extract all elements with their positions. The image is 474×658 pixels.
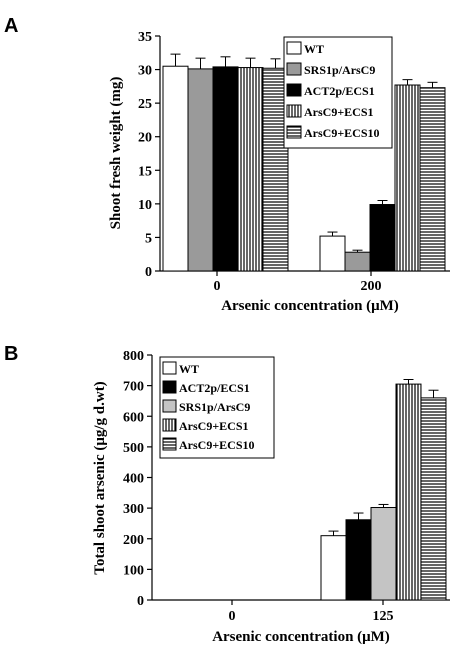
bars-b xyxy=(320,379,447,601)
legend-swatch xyxy=(286,41,302,55)
legend-label: WT xyxy=(304,42,324,56)
y-tick-label: 15 xyxy=(138,164,152,179)
bar xyxy=(319,235,346,272)
x-ticks-a: 0 200 xyxy=(214,271,382,294)
panel-letter-b: B xyxy=(4,343,18,365)
y-tick-label: 0 xyxy=(145,265,152,280)
legend-swatch xyxy=(286,62,302,76)
legend-swatch xyxy=(286,104,302,118)
y-axis-label-b: Total shoot arsenic (μg/g d.wt) xyxy=(92,381,108,574)
panel-b: B 0 100 200 300 400 500 600 700 800 0 125 WT ACT2p… xyxy=(4,343,450,645)
x-ticks-b: 0 125 xyxy=(229,600,394,624)
bar xyxy=(370,507,397,601)
y-tick-label: 35 xyxy=(138,30,152,45)
y-ticks-b: 0 100 200 300 400 500 600 700 800 xyxy=(123,349,152,609)
y-tick-label: 5 xyxy=(145,231,152,246)
legend-label: ArsC9+ECS10 xyxy=(304,126,380,140)
y-tick-label: 0 xyxy=(137,594,144,609)
y-tick-label: 100 xyxy=(123,563,144,578)
x-tick-label: 200 xyxy=(361,279,382,294)
y-tick-label: 30 xyxy=(138,64,152,79)
y-tick-label: 700 xyxy=(123,380,144,395)
panel-a: A 0 5 10 15 20 25 30 35 0 200 WT SRS1p/ArsC9 ACT2p… xyxy=(4,15,450,314)
legend-box xyxy=(283,36,393,149)
x-axis-label-a: Arsenic concentration (μM) xyxy=(221,298,399,314)
legend-swatch xyxy=(162,380,177,394)
bars-a xyxy=(162,53,446,272)
legend-a: WT SRS1p/ArsC9 ACT2p/ECS1 ArsC9+ECS1 ArsC9+E… xyxy=(283,36,393,149)
bar xyxy=(212,66,239,272)
legend-label: ArsC9+ECS1 xyxy=(304,105,374,119)
bar xyxy=(237,67,264,272)
legend-label: ACT2p/ECS1 xyxy=(304,84,375,98)
panel-letter-a: A xyxy=(4,15,18,37)
bar xyxy=(420,397,447,601)
bar xyxy=(369,204,396,272)
y-tick-label: 400 xyxy=(123,472,144,487)
x-tick-label: 125 xyxy=(373,609,394,624)
x-tick-label: 0 xyxy=(229,609,236,624)
bar xyxy=(162,65,189,272)
bar xyxy=(419,87,446,272)
legend-swatch xyxy=(162,399,177,413)
y-tick-label: 10 xyxy=(138,198,152,213)
legend-label: ArsC9+ECS1 xyxy=(179,419,249,433)
x-tick-label: 0 xyxy=(214,279,221,294)
y-tick-label: 300 xyxy=(123,502,144,517)
y-tick-label: 200 xyxy=(123,533,144,548)
y-tick-label: 25 xyxy=(138,97,152,112)
bar xyxy=(395,383,422,601)
x-axis-label-b: Arsenic concentration (μM) xyxy=(212,629,390,645)
legend-label: ACT2p/ECS1 xyxy=(179,381,250,395)
bar xyxy=(394,84,421,272)
legend-swatch xyxy=(286,125,302,139)
y-ticks-a: 0 5 10 15 20 25 30 35 xyxy=(138,30,160,280)
legend-label: SRS1p/ArsC9 xyxy=(304,63,375,77)
legend-label: SRS1p/ArsC9 xyxy=(179,400,250,414)
y-tick-label: 800 xyxy=(123,349,144,364)
legend-swatch xyxy=(162,361,177,375)
legend-label: ArsC9+ECS10 xyxy=(179,438,255,452)
bar xyxy=(344,251,371,272)
legend-box xyxy=(159,356,275,459)
y-tick-label: 500 xyxy=(123,441,144,456)
legend-swatch xyxy=(286,83,302,97)
legend-swatch xyxy=(162,418,177,432)
legend-label: WT xyxy=(179,362,199,376)
y-axis-label-a: Shoot fresh weight (mg) xyxy=(108,77,124,230)
y-tick-label: 20 xyxy=(138,131,152,146)
bar xyxy=(320,535,347,601)
bar xyxy=(345,519,372,601)
y-tick-label: 600 xyxy=(123,410,144,425)
bar xyxy=(187,68,214,272)
legend-b: WT ACT2p/ECS1 SRS1p/ArsC9 ArsC9+ECS1 ArsC9+E… xyxy=(159,356,275,459)
legend-swatch xyxy=(162,437,177,451)
